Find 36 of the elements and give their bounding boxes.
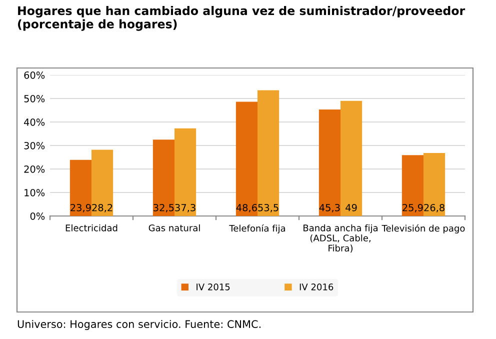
y-tick-label: 60% (24, 71, 45, 79)
bar (258, 90, 280, 216)
x-tick-label: Telefonía fija (229, 224, 286, 234)
data-label: 28,2 (92, 204, 112, 212)
y-tick-label: 0% (30, 212, 45, 220)
text: Universo: Hogares con servicio. Fuente: CNMC. (18, 320, 260, 330)
bar (402, 155, 424, 216)
bar (318, 110, 340, 216)
chart-title: Hogares que han cambiado alguna vez de suministrador/proveedor (porcentaje de hogares) (18, 6, 466, 31)
bar (92, 150, 114, 216)
x-tick-label: Banda ancha fija (ADSL, Cable, Fibra) (304, 224, 378, 253)
bar (174, 128, 196, 216)
y-tick-label: 20% (24, 165, 45, 173)
data-label: 45,3 (319, 204, 340, 212)
bar (340, 100, 362, 216)
bar (424, 153, 446, 216)
y-tick-label: 50% (24, 94, 45, 102)
data-label: 49 (346, 204, 357, 212)
data-label: 32,5 (154, 204, 174, 212)
legend-label: IV 2015 (196, 284, 230, 290)
data-label: 48,6 (236, 204, 257, 212)
y-tick-label: 10% (24, 188, 45, 196)
data-label: 23,9 (70, 204, 91, 212)
x-tick-label: Electricidad (66, 224, 118, 232)
x-tick-label: Televisión de pago (382, 224, 465, 234)
bar (70, 160, 92, 216)
data-label: 25,9 (402, 204, 423, 212)
legend-label: IV 2016 (300, 284, 334, 290)
data-label: 53,5 (258, 204, 278, 212)
x-tick-label: Gas natural (148, 224, 200, 232)
bar (236, 102, 258, 216)
bar (152, 140, 174, 216)
y-tick-label: 30% (24, 142, 45, 150)
data-label: 37,3 (175, 204, 196, 212)
y-tick-label: 40% (24, 118, 45, 126)
data-label: 26,8 (424, 204, 444, 212)
